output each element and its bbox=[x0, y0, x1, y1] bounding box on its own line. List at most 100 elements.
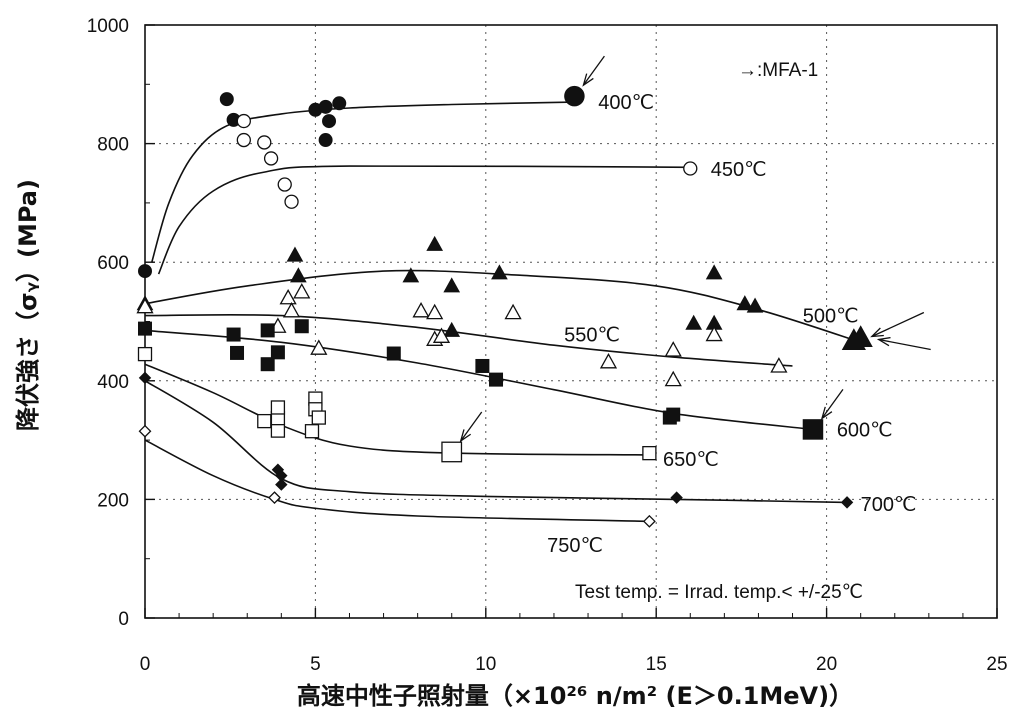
data-point bbox=[770, 357, 788, 373]
data-point bbox=[260, 357, 275, 372]
x-tick-label: 15 bbox=[646, 654, 667, 675]
data-point bbox=[138, 371, 152, 385]
data-point bbox=[138, 264, 152, 279]
x-tick-label: 10 bbox=[475, 654, 496, 675]
data-point bbox=[426, 235, 444, 251]
data-point bbox=[599, 352, 618, 369]
series-label: 650℃ bbox=[663, 449, 719, 471]
legend-note: →:MFA-1 bbox=[738, 60, 818, 81]
grid-lines bbox=[145, 25, 997, 618]
data-point bbox=[666, 407, 681, 422]
data-point bbox=[275, 478, 288, 491]
series-label: 450℃ bbox=[711, 159, 767, 181]
data-point bbox=[263, 151, 279, 166]
fit-curve-1 bbox=[157, 165, 691, 275]
data-point bbox=[426, 303, 444, 320]
fit-curve-5 bbox=[144, 363, 650, 456]
data-point bbox=[277, 177, 292, 192]
data-point bbox=[310, 339, 328, 355]
mfa1-arrowhead bbox=[870, 327, 884, 338]
data-point bbox=[664, 370, 682, 387]
data-points bbox=[136, 85, 873, 528]
series-label: 700℃ bbox=[861, 494, 917, 516]
data-point bbox=[260, 323, 275, 338]
data-point bbox=[304, 424, 320, 439]
data-point bbox=[257, 135, 272, 150]
x-tick-label: 0 bbox=[140, 654, 151, 675]
data-point bbox=[268, 491, 281, 505]
data-point bbox=[564, 85, 585, 107]
mfa1-arrows bbox=[459, 55, 931, 443]
mfa1-arrowhead bbox=[876, 336, 891, 347]
data-point bbox=[746, 297, 764, 313]
data-point bbox=[236, 113, 251, 129]
data-point bbox=[491, 264, 508, 280]
y-tick-label: 0 bbox=[118, 609, 129, 630]
data-point bbox=[294, 319, 309, 334]
data-point bbox=[441, 441, 463, 463]
data-point bbox=[282, 301, 301, 318]
series-label: 750℃ bbox=[547, 535, 603, 557]
y-axis-title: 降伏強さ（σᵧ）(MPa) bbox=[14, 179, 42, 431]
mfa1-arrow bbox=[582, 55, 605, 86]
data-point bbox=[475, 358, 490, 373]
data-point bbox=[293, 283, 311, 299]
y-tick-label: 600 bbox=[97, 253, 129, 274]
data-point bbox=[642, 445, 657, 461]
data-point bbox=[270, 400, 286, 415]
data-point bbox=[683, 161, 698, 176]
data-point bbox=[685, 314, 703, 330]
fit-curve-0 bbox=[151, 101, 575, 263]
mfa1-arrow bbox=[821, 389, 844, 419]
data-point bbox=[736, 295, 754, 311]
data-point bbox=[840, 496, 854, 509]
data-point bbox=[226, 327, 241, 342]
data-point bbox=[284, 194, 299, 209]
y-tick-label: 200 bbox=[97, 490, 129, 511]
data-point bbox=[286, 246, 304, 262]
data-point bbox=[290, 267, 307, 283]
series-label: 550℃ bbox=[564, 325, 620, 347]
fit-curve-3 bbox=[144, 313, 793, 367]
series-label: 500℃ bbox=[803, 306, 859, 328]
x-tick-label: 20 bbox=[816, 654, 837, 675]
y-tick-label: 800 bbox=[97, 135, 129, 156]
data-point bbox=[318, 99, 333, 114]
mfa1-arrow bbox=[871, 311, 925, 338]
fit-curve-7 bbox=[144, 439, 650, 523]
data-point bbox=[138, 424, 152, 438]
data-point bbox=[705, 264, 723, 280]
series-label: 600℃ bbox=[837, 419, 893, 441]
y-tick-label: 1000 bbox=[87, 16, 129, 37]
data-point bbox=[443, 321, 461, 337]
data-point bbox=[504, 303, 522, 320]
data-point bbox=[322, 114, 337, 129]
mfa1-arrowhead bbox=[459, 429, 472, 443]
fit-curve-6 bbox=[144, 380, 848, 504]
mfa1-arrow bbox=[460, 411, 483, 442]
data-point bbox=[136, 297, 154, 314]
data-point bbox=[219, 92, 234, 107]
data-point bbox=[137, 346, 153, 362]
data-point bbox=[236, 132, 251, 148]
data-point bbox=[642, 514, 656, 528]
data-point bbox=[257, 413, 272, 429]
data-point bbox=[386, 346, 401, 361]
test-temp-annotation: Test temp. = Irrad. temp.< +/-25℃ bbox=[575, 582, 863, 603]
x-axis-title: 高速中性子照射量（×10²⁶ n/m² (E＞0.1MeV)） bbox=[297, 682, 853, 710]
mfa1-arrowhead bbox=[820, 406, 833, 420]
data-point bbox=[670, 491, 683, 504]
fit-curves bbox=[144, 101, 861, 523]
data-point bbox=[432, 327, 451, 343]
data-point bbox=[443, 277, 461, 293]
data-point bbox=[412, 301, 430, 318]
mfa1-arrow bbox=[878, 338, 931, 351]
data-point bbox=[664, 341, 682, 357]
fit-curve-4 bbox=[144, 329, 814, 431]
data-point bbox=[402, 267, 420, 283]
series-label: 400℃ bbox=[598, 92, 654, 114]
x-tick-label: 5 bbox=[310, 654, 321, 675]
data-point bbox=[279, 288, 297, 305]
y-tick-label: 400 bbox=[97, 372, 129, 393]
